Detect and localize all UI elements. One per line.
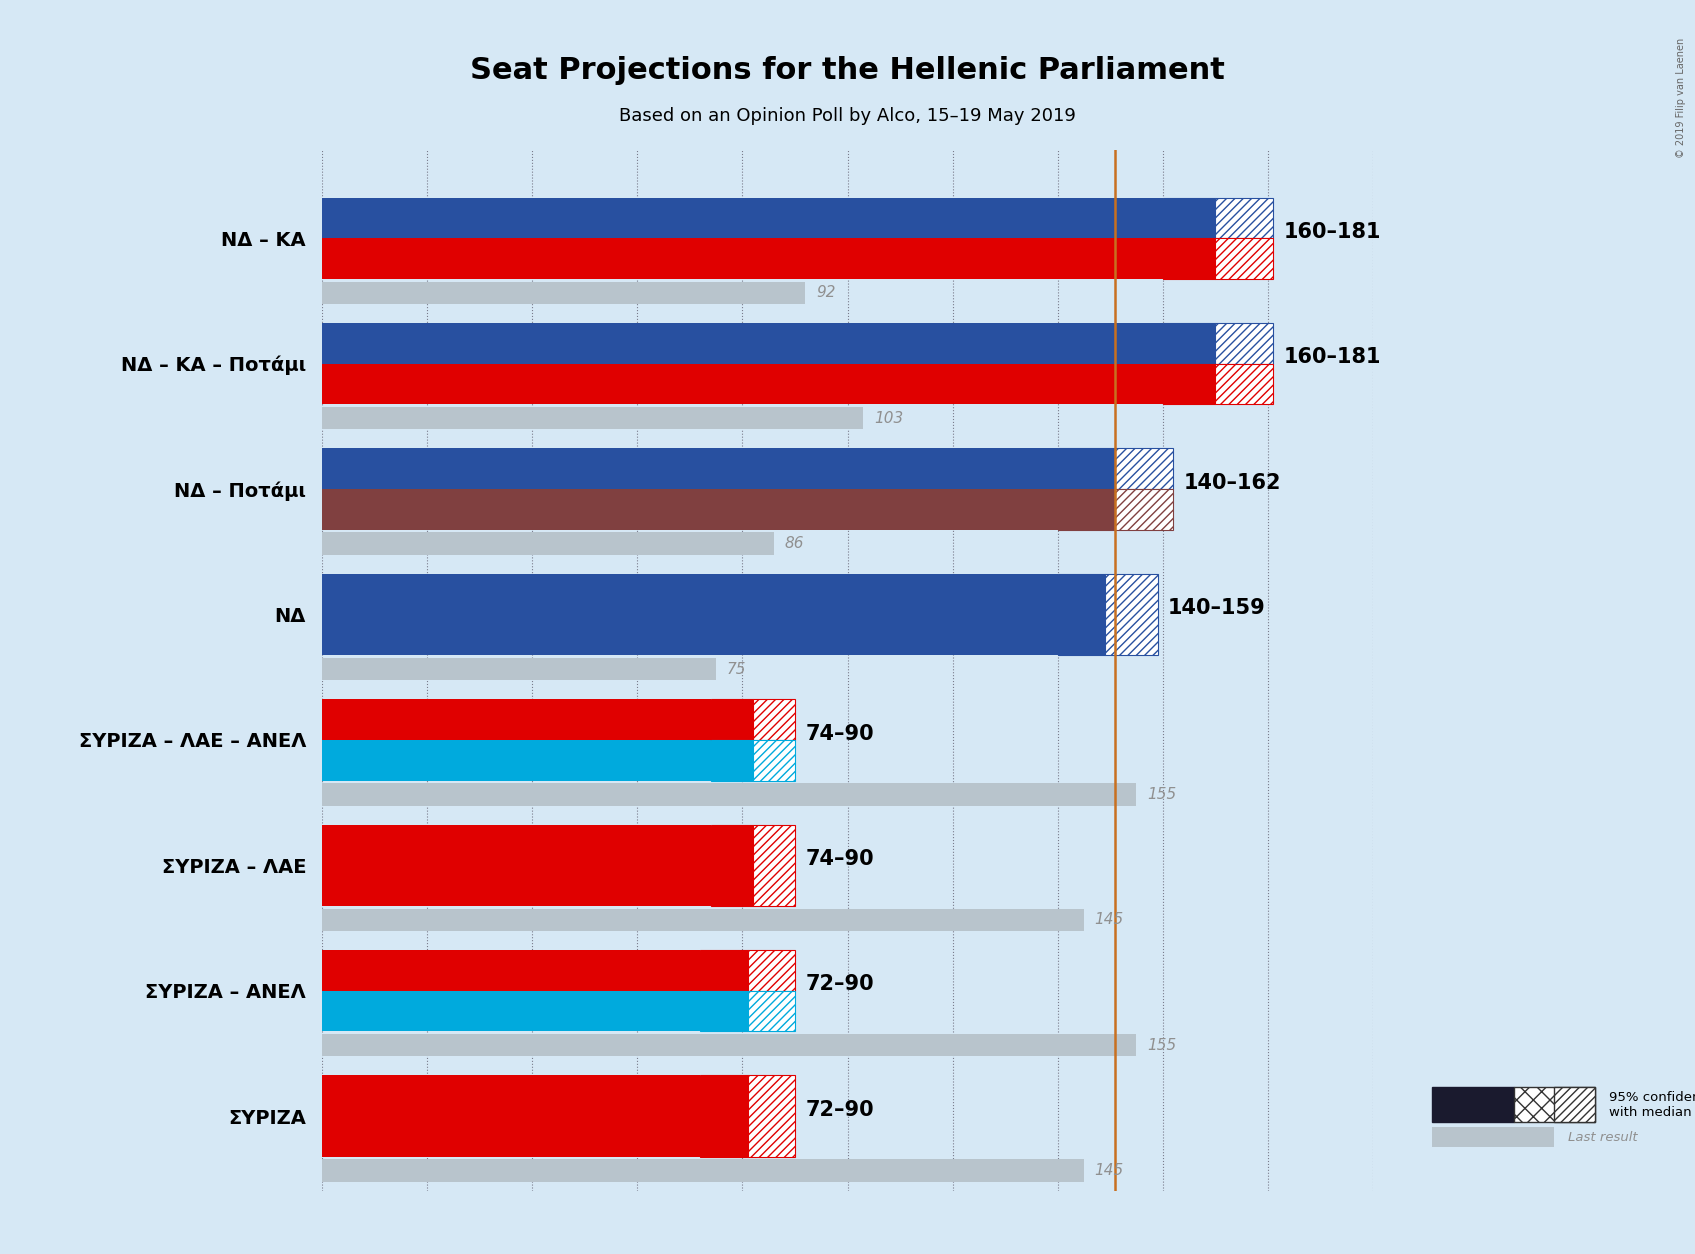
Bar bbox=[700, 1076, 747, 1156]
Bar bbox=[700, 991, 747, 1031]
Text: 140–162: 140–162 bbox=[1183, 473, 1281, 493]
Text: 103: 103 bbox=[875, 411, 903, 425]
Bar bbox=[322, 449, 1058, 489]
Bar bbox=[322, 408, 863, 430]
Bar bbox=[710, 825, 753, 905]
Text: 75: 75 bbox=[727, 662, 746, 676]
Bar bbox=[322, 364, 1163, 404]
Bar bbox=[322, 324, 1163, 364]
Bar bbox=[322, 1076, 700, 1156]
Bar bbox=[1215, 364, 1273, 405]
Bar bbox=[700, 951, 747, 991]
Bar bbox=[322, 489, 1058, 529]
Text: Last result: Last result bbox=[1568, 1131, 1637, 1144]
Bar bbox=[1163, 324, 1215, 364]
Bar bbox=[322, 658, 717, 680]
Bar bbox=[1215, 238, 1273, 280]
Text: 140–159: 140–159 bbox=[1168, 598, 1266, 618]
Bar bbox=[1215, 324, 1273, 364]
Bar bbox=[322, 198, 1163, 238]
Text: Seat Projections for the Hellenic Parliament: Seat Projections for the Hellenic Parlia… bbox=[470, 56, 1225, 85]
Bar bbox=[322, 782, 1136, 806]
Text: 155: 155 bbox=[1148, 788, 1176, 801]
Bar bbox=[1163, 198, 1215, 238]
Bar bbox=[322, 700, 710, 740]
Bar bbox=[322, 825, 710, 905]
Bar bbox=[1058, 574, 1105, 656]
Bar bbox=[322, 238, 1163, 280]
Text: 72–90: 72–90 bbox=[805, 1100, 875, 1120]
Text: 155: 155 bbox=[1148, 1038, 1176, 1052]
Text: Based on an Opinion Poll by Alco, 15–19 May 2019: Based on an Opinion Poll by Alco, 15–19 … bbox=[619, 107, 1076, 124]
Text: 72–90: 72–90 bbox=[805, 974, 875, 994]
Bar bbox=[710, 740, 753, 780]
Bar bbox=[747, 991, 795, 1031]
Bar bbox=[322, 1159, 1085, 1181]
Text: 160–181: 160–181 bbox=[1283, 347, 1381, 367]
Bar bbox=[322, 282, 805, 305]
Bar bbox=[1058, 449, 1115, 489]
Bar bbox=[710, 700, 753, 740]
Bar bbox=[322, 740, 710, 780]
Bar bbox=[747, 1076, 795, 1156]
Text: 92: 92 bbox=[815, 286, 836, 300]
Text: 160–181: 160–181 bbox=[1283, 222, 1381, 242]
Text: 145: 145 bbox=[1095, 913, 1124, 927]
Bar bbox=[322, 951, 700, 991]
Bar bbox=[753, 740, 795, 780]
Bar bbox=[1163, 238, 1215, 280]
Text: 74–90: 74–90 bbox=[805, 724, 875, 744]
Bar bbox=[322, 1033, 1136, 1056]
Bar bbox=[753, 700, 795, 740]
Bar bbox=[747, 951, 795, 991]
Bar bbox=[1105, 574, 1158, 656]
Bar bbox=[1163, 364, 1215, 405]
Text: 145: 145 bbox=[1095, 1164, 1124, 1178]
Bar bbox=[322, 532, 775, 554]
Bar bbox=[1215, 198, 1273, 238]
Bar bbox=[1115, 489, 1173, 529]
Bar bbox=[1115, 449, 1173, 489]
Bar bbox=[322, 574, 1058, 656]
Text: © 2019 Filip van Laenen: © 2019 Filip van Laenen bbox=[1676, 38, 1687, 158]
Bar bbox=[1058, 489, 1115, 529]
Bar bbox=[753, 825, 795, 905]
Bar bbox=[322, 991, 700, 1031]
Text: 86: 86 bbox=[785, 537, 803, 551]
Text: 95% confidence interval
with median: 95% confidence interval with median bbox=[1609, 1091, 1695, 1119]
Bar bbox=[322, 908, 1085, 930]
Text: 74–90: 74–90 bbox=[805, 849, 875, 869]
